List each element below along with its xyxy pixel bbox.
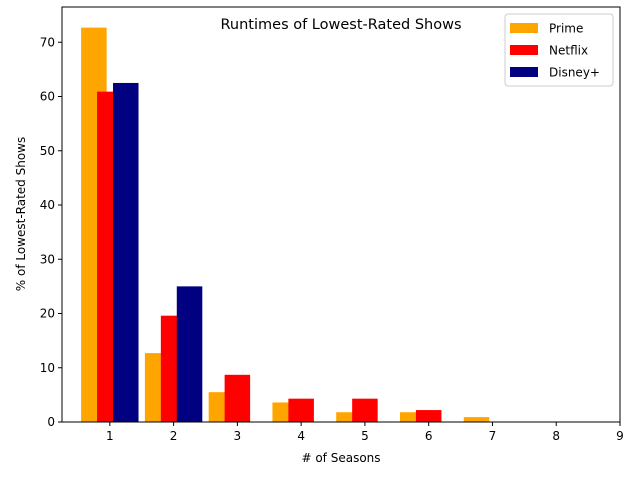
x-tick-label: 1 <box>106 429 114 443</box>
x-tick-label: 3 <box>234 429 242 443</box>
y-tick-label: 30 <box>40 252 55 266</box>
y-tick-label: 50 <box>40 144 55 158</box>
x-tick-label: 7 <box>489 429 497 443</box>
bar-prime-6 <box>399 412 426 422</box>
y-tick-label: 10 <box>40 361 55 375</box>
legend-swatch <box>510 45 538 55</box>
bar-prime-5 <box>336 412 362 422</box>
legend-label: Netflix <box>549 44 588 58</box>
x-tick-label: 8 <box>552 429 560 443</box>
x-axis-label: # of Seasons <box>301 451 380 465</box>
bar-netflix-3 <box>224 374 251 422</box>
y-tick-label: 60 <box>40 90 55 104</box>
x-tick-label: 4 <box>297 429 305 443</box>
bar-prime-7 <box>463 417 490 422</box>
bar-disney-1 <box>113 82 139 422</box>
x-tick-label: 9 <box>616 429 624 443</box>
legend-swatch <box>510 67 538 77</box>
x-tick-label: 5 <box>361 429 369 443</box>
legend-swatch <box>510 23 538 33</box>
bar-netflix-6 <box>415 410 442 422</box>
y-tick-label: 70 <box>40 35 55 49</box>
bars-layer <box>81 27 490 423</box>
legend: Prime Netflix Disney+ <box>504 13 614 87</box>
x-axis: 1 2 3 4 5 6 7 8 9 <box>106 422 624 443</box>
y-axis: 0 10 20 30 40 50 60 70 <box>40 35 62 429</box>
bar-netflix-4 <box>288 398 314 422</box>
x-tick-label: 6 <box>425 429 433 443</box>
legend-label: Prime <box>549 22 583 36</box>
chart-title: Runtimes of Lowest-Rated Shows <box>221 17 462 33</box>
x-tick-label: 2 <box>170 429 178 443</box>
bar-disney-2 <box>176 286 203 422</box>
y-tick-label: 20 <box>40 307 55 321</box>
plot-frame <box>61 6 621 423</box>
bar-netflix-5 <box>352 398 378 422</box>
y-axis-label: % of Lowest-Rated Shows <box>14 137 28 291</box>
y-tick-label: 40 <box>40 198 55 212</box>
legend-label: Disney+ <box>549 66 600 80</box>
y-tick-label: 0 <box>47 415 55 429</box>
